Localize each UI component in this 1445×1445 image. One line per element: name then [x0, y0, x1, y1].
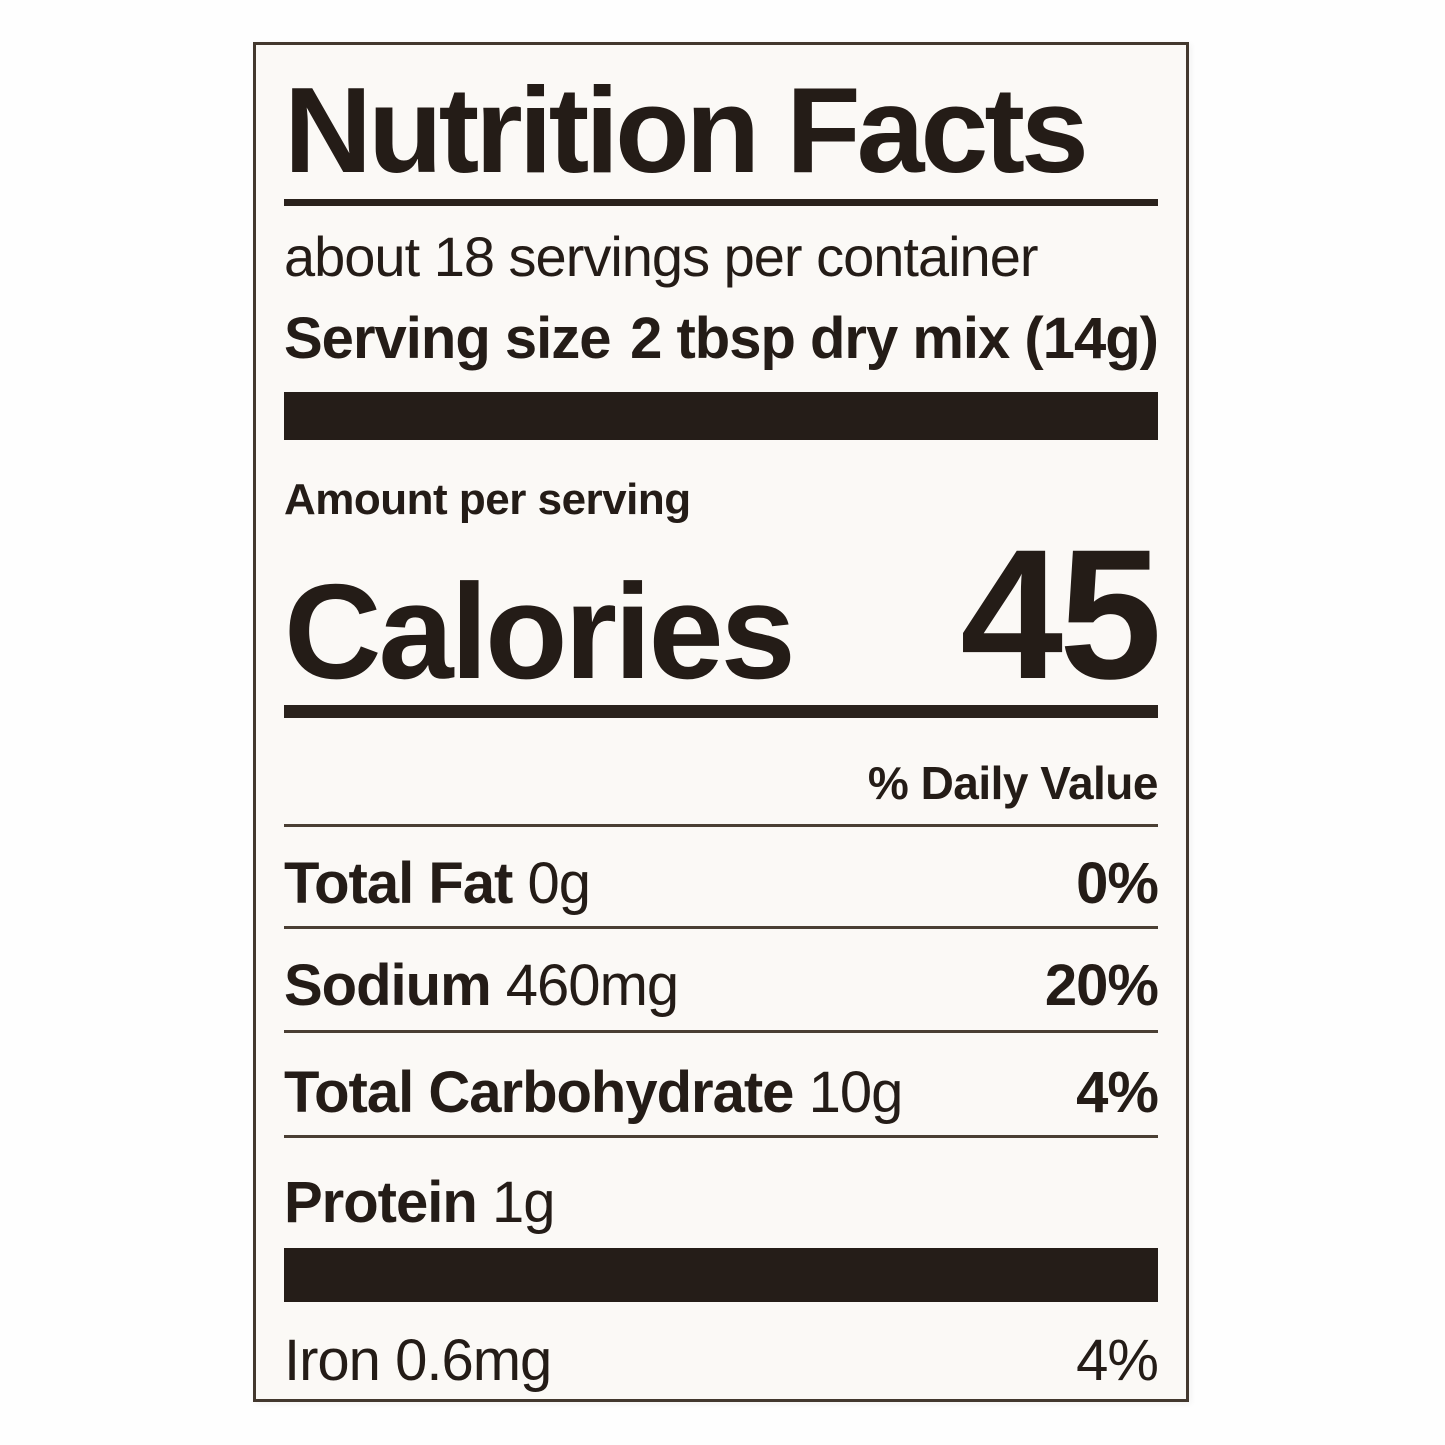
mineral-daily-value: 4% [1076, 1328, 1159, 1393]
nutrient-name: Total Fat [284, 851, 513, 916]
nutrient-row-total-carbohydrate: Total Carbohydrate 10g 4% [284, 1033, 1159, 1135]
nutrient-amount: 10g [808, 1060, 904, 1125]
nutrient-amount: 1g [491, 1170, 556, 1235]
nutrition-facts-title: Nutrition Facts [284, 62, 1089, 198]
mineral-row-iron: Iron 0.6mg 4% [284, 1328, 1159, 1393]
nutrient-row-protein: Protein 1g [284, 1138, 1158, 1233]
serving-size-label: Serving size [284, 306, 611, 371]
nutrient-name: Total Carbohydrate [284, 1060, 794, 1125]
hairline-rule [284, 1030, 1158, 1033]
hairline-rule [284, 824, 1158, 827]
nutrient-amount: 460mg [505, 953, 679, 1018]
section-separator-bar-bottom [284, 1248, 1158, 1302]
section-separator-bar-top [284, 392, 1158, 440]
nutrient-daily-value: 20% [1044, 953, 1159, 1018]
servings-per-container: about 18 servings per container [284, 225, 1039, 288]
calories-divider-rule [284, 705, 1158, 718]
nutrient-row-sodium: Sodium 460mg 20% [284, 929, 1159, 1030]
nutrient-name-and-amount: Total Fat 0g [284, 851, 591, 916]
calories-value: 45 [960, 512, 1162, 718]
serving-size-value: 2 tbsp dry mix (14g) [630, 306, 1159, 371]
nutrient-name-and-amount: Sodium 460mg [284, 953, 679, 1018]
daily-value-header: % Daily Value [867, 757, 1159, 809]
hairline-rule [284, 1135, 1158, 1138]
hairline-rule [284, 926, 1158, 929]
nutrient-daily-value: 4% [1076, 1060, 1159, 1125]
mineral-name-and-amount: Iron 0.6mg [284, 1328, 552, 1393]
nutrient-name: Protein [284, 1170, 478, 1235]
nutrient-name: Sodium [284, 953, 492, 1018]
mineral-name: Iron [284, 1328, 381, 1393]
nutrient-name-and-amount: Total Carbohydrate 10g [284, 1060, 904, 1125]
mineral-amount: 0.6mg [395, 1328, 552, 1393]
serving-size-row: Serving size 2 tbsp dry mix (14g) [284, 304, 1159, 374]
amount-per-serving-label: Amount per serving [284, 475, 691, 524]
nutrient-name-and-amount: Protein 1g [284, 1170, 556, 1235]
nutrient-amount: 0g [527, 851, 591, 916]
nutrition-facts-label: Nutrition Facts about 18 servings per co… [253, 42, 1189, 1402]
title-divider-rule [284, 199, 1158, 206]
nutrient-row-total-fat: Total Fat 0g 0% [284, 827, 1159, 926]
calories-label: Calories [284, 556, 796, 707]
calories-row: Calories 45 [284, 512, 1162, 718]
nutrient-daily-value: 0% [1076, 851, 1159, 916]
